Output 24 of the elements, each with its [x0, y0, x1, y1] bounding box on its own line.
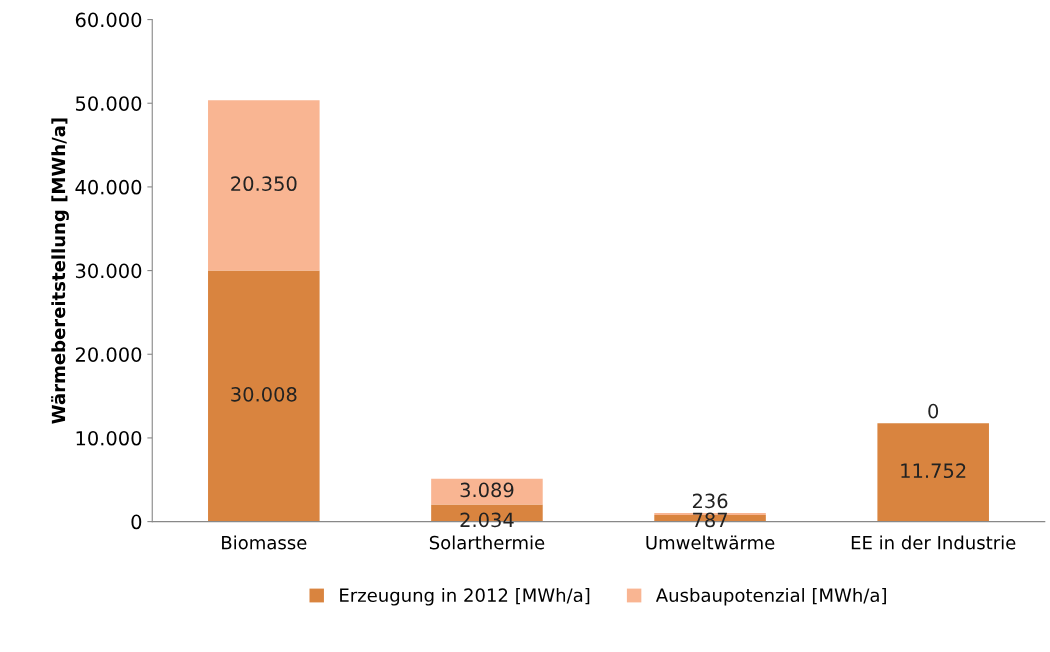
x-tick-label: Umweltwärme: [646, 535, 775, 550]
x-tick-label: Biomasse: [222, 535, 307, 550]
data-label: 0: [928, 403, 939, 419]
legend-label: Ausbaupotenzial [MWh/a]: [655, 588, 886, 606]
y-tick-label: 50.000: [75, 96, 142, 111]
data-label: 30.008: [231, 386, 297, 402]
y-tick-label: 30.000: [75, 263, 142, 279]
x-tick-label: Solarthermie: [429, 535, 545, 550]
y-axis-title: Wärmebereitstellung [MWh/a]: [51, 118, 69, 424]
data-label: 11.752: [901, 463, 966, 479]
y-tick-label: 40.000: [75, 179, 142, 195]
bar: [431, 478, 543, 505]
bar: [208, 270, 320, 522]
data-label: 3.089: [460, 482, 514, 498]
data-label: 236: [692, 493, 728, 509]
bar: [877, 423, 989, 522]
y-tick-label: 60.000: [75, 12, 142, 28]
legend-label: Erzeugung in 2012 [MWh/a]: [340, 588, 590, 606]
x-tick-label: EE in der Industrie: [851, 535, 1016, 550]
y-tick-label: 0: [131, 514, 142, 530]
data-label: 20.350: [231, 176, 297, 192]
y-tick-label: 20.000: [75, 347, 142, 362]
y-tick-label: 10.000: [76, 430, 142, 446]
bar: [208, 100, 320, 271]
